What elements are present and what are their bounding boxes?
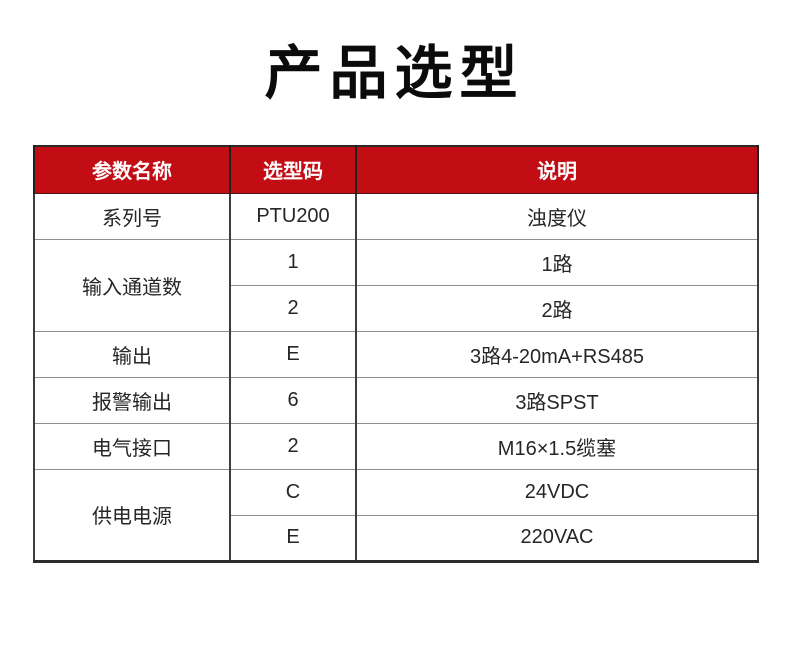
table-row: 系列号 PTU200 浊度仪 [33, 192, 759, 240]
table-row: 电气接口 2 M16×1.5缆塞 [33, 422, 759, 470]
table-body: 系列号 PTU200 浊度仪 输入通道数 1 1路 2 2路 输出 E 3路4-20mA+RS485… [33, 192, 759, 562]
desc-cell: 1路 [355, 238, 759, 286]
page-title: 产品选型 [264, 41, 525, 106]
param-cell: 电气接口 [33, 422, 231, 470]
table-row: E 220VAC [34, 514, 759, 562]
code-cell: E [229, 330, 357, 378]
code-cell: 1 [229, 238, 357, 286]
desc-cell: M16×1.5缆塞 [355, 422, 759, 470]
desc-cell: 24VDC [355, 468, 759, 516]
code-cell: 6 [229, 376, 357, 424]
desc-cell: 浊度仪 [355, 192, 759, 240]
param-cell: 供电电源 [33, 468, 231, 562]
column-header-parameter-name: 参数名称 [33, 146, 231, 194]
table-header-row: 参数名称 选型码 说明 [33, 146, 759, 194]
param-cell: 输出 [33, 330, 231, 378]
desc-cell: 220VAC [355, 514, 759, 562]
product-selection-table: 参数名称 选型码 说明 系列号 PTU200 浊度仪 输入通道数 1 1路 2 2路 输出 E 3路… [33, 145, 759, 563]
column-header-selection-code: 选型码 [229, 146, 357, 194]
table-row: 输出 E 3路4-20mA+RS485 [33, 330, 759, 378]
table-row: 输入通道数 1 1路 [33, 238, 759, 332]
param-cell: 输入通道数 [33, 238, 231, 332]
desc-cell: 2路 [355, 284, 759, 332]
code-cell: E [229, 514, 357, 562]
table-row: 供电电源 C 24VDC [33, 468, 759, 562]
code-cell: 2 [229, 422, 357, 470]
code-cell: C [229, 468, 357, 516]
param-cell: 系列号 [33, 192, 231, 240]
desc-cell: 3路SPST [355, 376, 759, 424]
column-header-description: 说明 [355, 146, 759, 194]
table-row: 2 2路 [34, 284, 759, 332]
code-cell: PTU200 [229, 192, 357, 240]
table-row: 报警输出 6 3路SPST [33, 376, 759, 424]
desc-cell: 3路4-20mA+RS485 [355, 330, 759, 378]
param-cell: 报警输出 [33, 376, 231, 424]
code-cell: 2 [229, 284, 357, 332]
